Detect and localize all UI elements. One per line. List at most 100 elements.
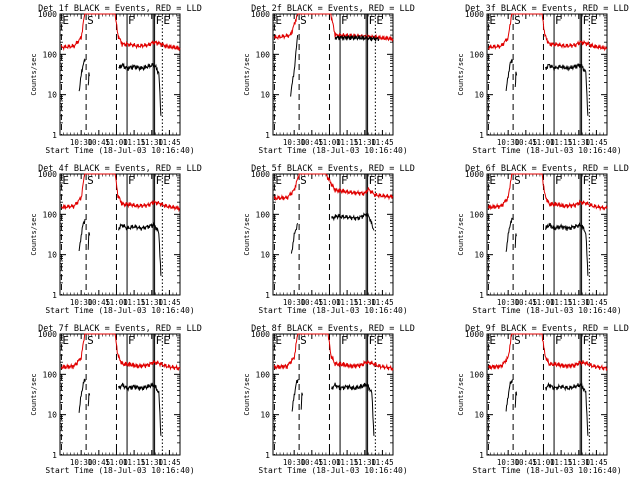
x-tick-label: 10:45 [301,298,324,307]
x-tick-label: 10:45 [515,458,538,467]
series-events-line [87,232,91,250]
y-tick-label: 1000 [38,330,57,339]
x-tick-label: 11:15 [550,458,573,467]
marker-label: E [275,334,282,347]
x-axis-label: Start Time (18-Jul-03 10:16:40) [472,466,621,475]
y-tick-label: 100 [43,370,58,379]
x-tick-label: 10:30 [497,458,520,467]
marker-label: S [87,14,94,27]
y-tick-label: 10 [260,91,270,100]
series-events-line [505,217,513,252]
y-tick-label: 100 [256,50,271,59]
panel-7: Det 7f BLACK = Events, RED = LLD 1 10 100 10… [30,324,202,475]
y-tick-label: 1000 [38,170,57,179]
x-tick-label: 11:45 [158,458,181,467]
marker-label: E [163,174,170,187]
x-tick-label: 11:00 [318,138,341,147]
x-tick-label: 10:30 [283,298,306,307]
series-events-line [331,212,375,231]
marker-label: F [341,174,348,187]
x-tick-label: 11:15 [123,298,146,307]
y-tick-label: 10 [474,411,484,420]
y-tick-label: 1000 [465,170,484,179]
y-tick-label: 10 [260,251,270,260]
panel-title: Det 9f BLACK = Events, RED = LLD [465,324,629,334]
series-events-line [87,72,90,86]
y-tick-label: 1 [52,451,57,460]
marker-label: E [62,174,69,187]
marker-label: F [583,14,590,27]
marker-label: E [590,334,597,347]
x-tick-label: 11:45 [371,458,394,467]
x-tick-label: 10:45 [515,298,538,307]
y-tick-label: 1000 [465,330,484,339]
marker-label: F [128,174,135,187]
marker-label: E [275,14,282,27]
marker-label: F [156,174,163,187]
series-events-line [290,35,299,97]
x-tick-label: 11:15 [550,138,573,147]
x-tick-label: 11:30 [353,458,376,467]
y-axis-label: Counts/sec [30,53,38,95]
panel-title: Det 8f BLACK = Events, RED = LLD [251,324,415,334]
x-tick-label: 11:30 [353,298,376,307]
y-tick-label: 1 [479,451,484,460]
y-tick-label: 100 [470,370,485,379]
x-tick-label: 11:30 [140,298,163,307]
x-tick-label: 10:45 [301,458,324,467]
series-events-line [514,233,517,248]
y-tick-label: 1000 [38,10,57,19]
panel-9: Det 9f BLACK = Events, RED = LLD 1 10 100 10… [457,324,629,475]
x-tick-label: 11:30 [140,138,163,147]
y-tick-label: 10 [47,251,57,260]
y-tick-label: 10 [47,91,57,100]
x-tick-label: 11:45 [158,138,181,147]
marker-label: S [300,14,307,27]
marker-label: F [555,334,562,347]
y-tick-label: 100 [256,210,271,219]
x-axis-label: Start Time (18-Jul-03 10:16:40) [45,146,194,155]
x-axis-label: Start Time (18-Jul-03 10:16:40) [45,466,194,475]
panel-6: Det 6f BLACK = Events, RED = LLD 1 10 100 10… [457,164,629,315]
y-tick-label: 100 [470,210,485,219]
x-axis-label: Start Time (18-Jul-03 10:16:40) [472,306,621,315]
marker-label: S [514,174,521,187]
x-axis-label: Start Time (18-Jul-03 10:16:40) [472,146,621,155]
y-axis-label: Counts/sec [30,213,38,255]
y-tick-label: 10 [260,411,270,420]
marker-label: E [275,174,282,187]
y-tick-label: 1 [52,131,57,140]
x-tick-label: 11:00 [532,298,555,307]
panel-8: Det 8f BLACK = Events, RED = LLD 1 10 100 10… [243,324,415,475]
x-tick-label: 10:30 [70,458,93,467]
series-events-line [334,34,380,42]
y-axis-label: Counts/sec [243,53,251,95]
y-axis-label: Counts/sec [243,373,251,415]
x-tick-label: 10:45 [88,458,111,467]
marker-label: E [590,14,597,27]
y-tick-label: 100 [43,50,58,59]
y-axis-label: Counts/sec [243,213,251,255]
series-events-line [514,391,518,408]
x-tick-label: 11:30 [353,138,376,147]
x-tick-label: 11:00 [318,458,341,467]
series-lld-line [487,13,608,52]
marker-label: F [369,334,376,347]
series-lld-line [487,173,608,212]
panel-title: Det 1f BLACK = Events, RED = LLD [38,4,202,14]
marker-label: F [156,334,163,347]
marker-label: E [62,334,69,347]
y-axis-label: Counts/sec [457,373,465,415]
x-tick-label: 11:00 [105,458,128,467]
x-axis-label: Start Time (18-Jul-03 10:16:40) [258,306,407,315]
marker-label: E [163,334,170,347]
marker-label: S [87,334,94,347]
x-tick-label: 11:00 [105,138,128,147]
series-lld-line [60,333,181,371]
x-tick-label: 11:45 [585,138,608,147]
x-tick-label: 11:15 [336,298,359,307]
x-tick-label: 11:30 [567,298,590,307]
series-lld-line [487,333,608,371]
marker-label: F [128,14,135,27]
series-events-line [118,62,162,116]
